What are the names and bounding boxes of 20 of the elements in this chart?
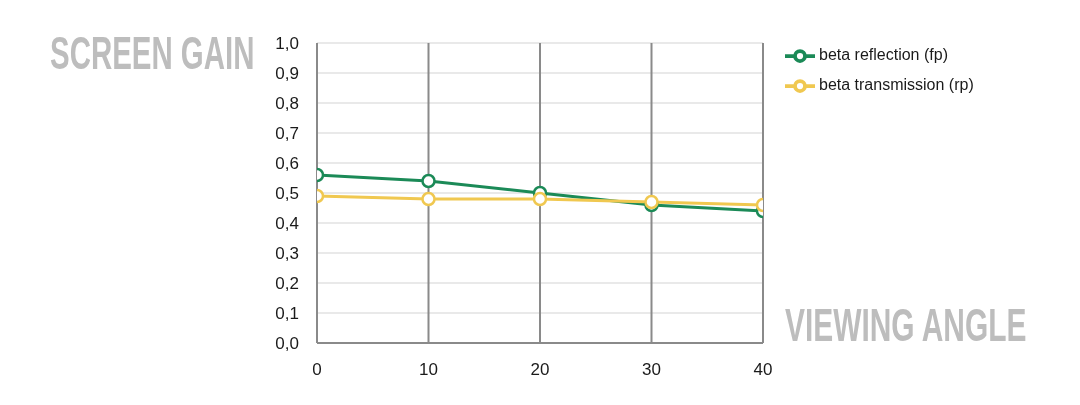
y-tick-label: 0,7 [275,124,299,144]
y-tick-label: 0,5 [275,184,299,204]
legend-label: beta reflection (fp) [819,46,948,64]
x-axis-title: VIEWING ANGLE [785,299,1027,351]
x-tick-label: 30 [642,360,661,380]
y-tick-label: 0,8 [275,94,299,114]
x-tick-label: 40 [753,360,773,380]
x-tick-label: 10 [419,360,438,380]
y-tick-label: 0,1 [275,304,299,324]
y-tick-label: 0,6 [275,154,299,174]
y-tick-label: 0,4 [275,214,299,234]
legend-label: beta transmission (rp) [819,76,974,94]
y-tick-label: 0,3 [275,244,299,264]
x-tick-label: 20 [530,360,550,380]
x-tick-label: 0 [312,360,322,380]
y-axis-title: SCREEN GAIN [50,27,255,79]
y-tick-label: 0,9 [275,64,299,84]
y-tick-label: 0,0 [275,334,299,354]
y-tick-label: 1,0 [275,34,299,54]
y-tick-label: 0,2 [275,274,299,294]
